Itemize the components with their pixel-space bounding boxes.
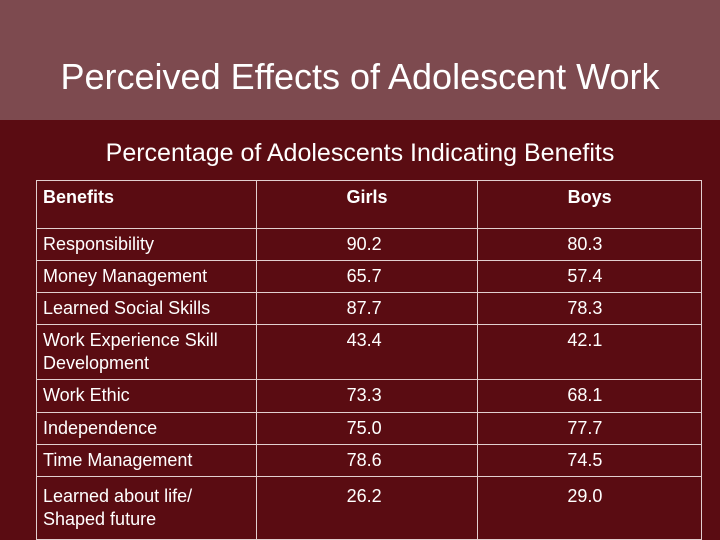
table-row: Money Management 65.7 57.4 <box>36 260 702 293</box>
table-row: Learned Social Skills 87.7 78.3 <box>36 292 702 325</box>
benefit-cell: Responsibility <box>36 228 257 261</box>
benefits-table: Benefits Girls Boys Responsibility 90.2 … <box>36 180 702 540</box>
boys-cell: 80.3 <box>477 228 702 261</box>
table-row: Responsibility 90.2 80.3 <box>36 228 702 261</box>
table-row: Learned about life/ Shaped future 26.2 2… <box>36 476 702 540</box>
girls-cell: 26.2 <box>255 476 479 540</box>
boys-cell: 74.5 <box>477 444 702 477</box>
slide-subtitle: Percentage of Adolescents Indicating Ben… <box>105 139 615 167</box>
girls-cell: 73.3 <box>255 379 479 413</box>
table-row: Work Ethic 73.3 68.1 <box>36 379 702 413</box>
girls-cell: 78.6 <box>255 444 479 477</box>
benefit-cell: Independence <box>36 412 257 445</box>
boys-cell: 57.4 <box>477 260 702 293</box>
header-benefits: Benefits <box>36 180 257 229</box>
benefit-cell: Learned Social Skills <box>36 292 257 325</box>
girls-cell: 87.7 <box>255 292 479 325</box>
header-girls: Girls <box>255 180 479 229</box>
header-boys: Boys <box>477 180 702 229</box>
benefit-cell: Work Experience Skill Development <box>36 324 257 380</box>
benefit-cell: Work Ethic <box>36 379 257 413</box>
benefit-cell: Money Management <box>36 260 257 293</box>
boys-cell: 77.7 <box>477 412 702 445</box>
boys-cell: 29.0 <box>477 476 702 540</box>
girls-cell: 90.2 <box>255 228 479 261</box>
benefit-cell: Time Management <box>36 444 257 477</box>
table-row: Work Experience Skill Development 43.4 4… <box>36 324 702 380</box>
title-bar <box>0 0 720 120</box>
girls-cell: 43.4 <box>255 324 479 380</box>
girls-cell: 75.0 <box>255 412 479 445</box>
boys-cell: 78.3 <box>477 292 702 325</box>
table-header-row: Benefits Girls Boys <box>36 180 702 229</box>
table-row: Time Management 78.6 74.5 <box>36 444 702 477</box>
benefit-cell: Learned about life/ Shaped future <box>36 476 257 540</box>
slide-title: Perceived Effects of Adolescent Work <box>60 56 660 97</box>
boys-cell: 42.1 <box>477 324 702 380</box>
girls-cell: 65.7 <box>255 260 479 293</box>
table-row: Independence 75.0 77.7 <box>36 412 702 445</box>
boys-cell: 68.1 <box>477 379 702 413</box>
